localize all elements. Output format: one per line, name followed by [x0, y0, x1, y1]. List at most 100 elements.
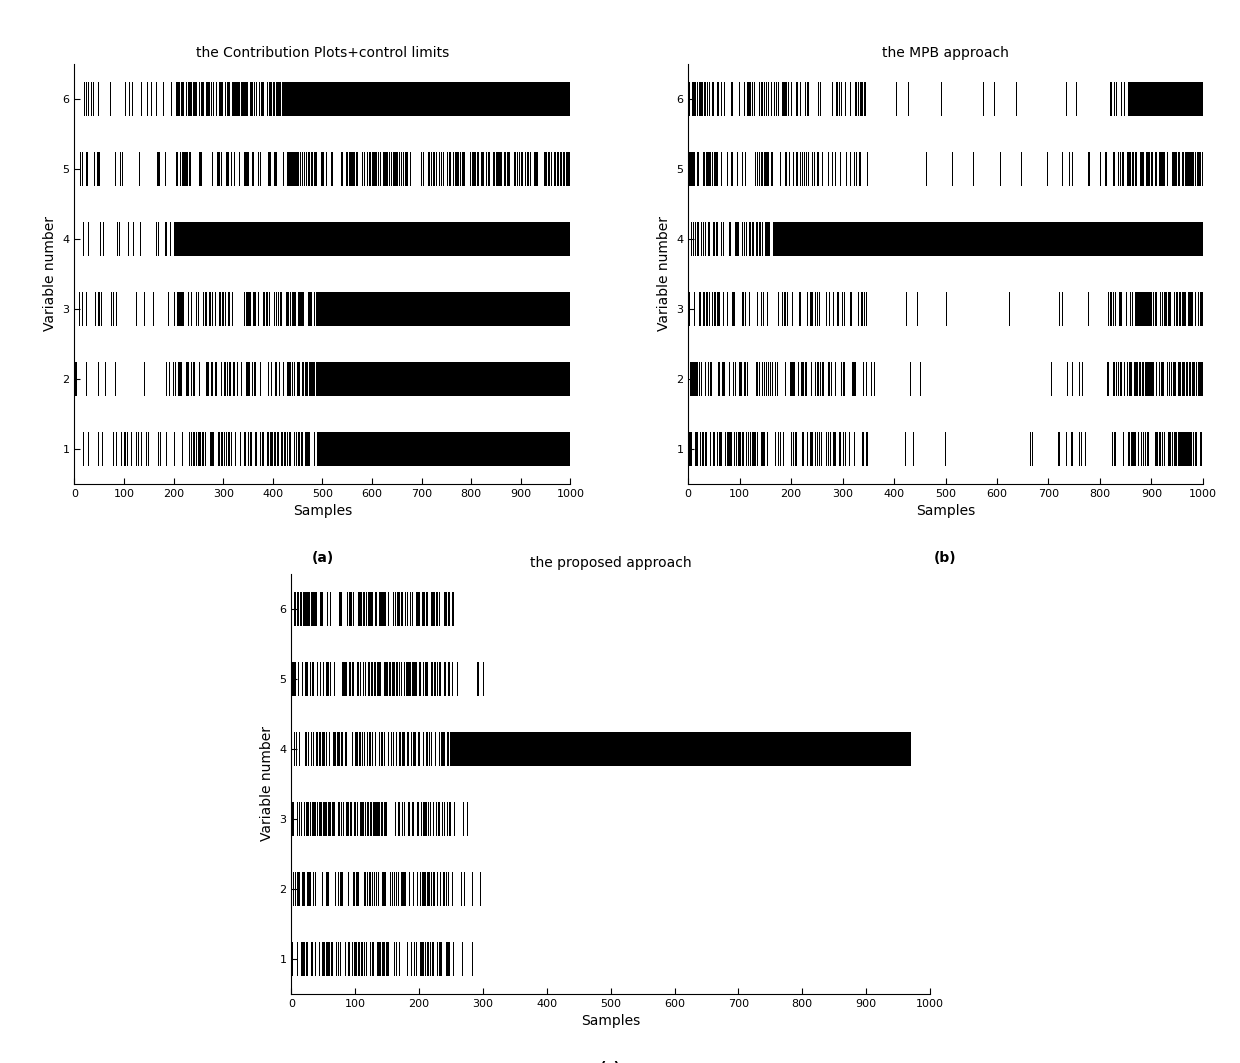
- Bar: [367, 872, 368, 906]
- Bar: [1182, 361, 1185, 395]
- Bar: [159, 152, 160, 186]
- Bar: [165, 221, 166, 256]
- Bar: [1173, 361, 1176, 395]
- Bar: [367, 152, 368, 186]
- Bar: [372, 872, 373, 906]
- Bar: [280, 291, 283, 326]
- Bar: [1159, 152, 1162, 186]
- Bar: [413, 731, 415, 766]
- Bar: [242, 82, 244, 116]
- Bar: [693, 82, 694, 116]
- Bar: [227, 82, 229, 116]
- Bar: [422, 802, 423, 837]
- Bar: [701, 82, 703, 116]
- Bar: [438, 802, 439, 837]
- Bar: [792, 432, 794, 466]
- Bar: [248, 432, 249, 466]
- Bar: [322, 942, 325, 976]
- Bar: [699, 432, 701, 466]
- Bar: [250, 82, 253, 116]
- Bar: [454, 802, 455, 837]
- Bar: [1158, 361, 1161, 395]
- Bar: [305, 361, 306, 395]
- Bar: [355, 731, 358, 766]
- Bar: [246, 82, 248, 116]
- Bar: [1178, 432, 1179, 466]
- Bar: [288, 82, 570, 116]
- Bar: [754, 432, 756, 466]
- Bar: [378, 802, 379, 837]
- Bar: [382, 592, 384, 626]
- Bar: [396, 662, 398, 696]
- Bar: [745, 291, 746, 326]
- Title: the Contribution Plots+control limits: the Contribution Plots+control limits: [196, 46, 449, 60]
- Bar: [309, 361, 315, 395]
- Bar: [414, 942, 415, 976]
- Bar: [525, 152, 526, 186]
- Bar: [1162, 152, 1164, 186]
- Bar: [394, 662, 396, 696]
- Bar: [281, 82, 285, 116]
- Bar: [289, 432, 290, 466]
- Bar: [418, 731, 420, 766]
- Bar: [817, 361, 818, 395]
- Bar: [393, 731, 394, 766]
- Bar: [1168, 291, 1169, 326]
- Bar: [1187, 432, 1188, 466]
- Bar: [423, 731, 424, 766]
- Bar: [449, 662, 450, 696]
- Bar: [764, 152, 768, 186]
- Bar: [738, 432, 739, 466]
- Bar: [377, 662, 382, 696]
- Bar: [1174, 432, 1177, 466]
- Bar: [430, 802, 432, 837]
- Bar: [854, 82, 857, 116]
- Bar: [410, 662, 412, 696]
- Bar: [367, 731, 368, 766]
- Bar: [1172, 432, 1173, 466]
- Bar: [331, 942, 332, 976]
- Bar: [568, 152, 569, 186]
- Bar: [432, 662, 433, 696]
- Bar: [732, 82, 733, 116]
- Bar: [717, 291, 718, 326]
- Bar: [1168, 432, 1172, 466]
- Bar: [1148, 361, 1149, 395]
- Bar: [386, 802, 387, 837]
- Bar: [729, 221, 732, 256]
- Bar: [332, 802, 335, 837]
- Bar: [423, 872, 424, 906]
- Text: (a): (a): [311, 551, 334, 564]
- Bar: [439, 731, 440, 766]
- Bar: [370, 802, 372, 837]
- Bar: [362, 152, 363, 186]
- Bar: [186, 152, 188, 186]
- Bar: [401, 662, 402, 696]
- Bar: [425, 731, 427, 766]
- Bar: [226, 152, 228, 186]
- Bar: [300, 592, 301, 626]
- Bar: [455, 152, 456, 186]
- Bar: [156, 221, 157, 256]
- Bar: [497, 152, 500, 186]
- Bar: [293, 802, 294, 837]
- Bar: [124, 432, 126, 466]
- Bar: [727, 291, 728, 326]
- Y-axis label: Variable number: Variable number: [260, 726, 274, 842]
- Bar: [374, 731, 376, 766]
- Bar: [746, 82, 750, 116]
- Bar: [314, 872, 315, 906]
- Bar: [1171, 361, 1173, 395]
- Bar: [382, 942, 384, 976]
- Bar: [341, 731, 343, 766]
- Bar: [744, 361, 746, 395]
- Bar: [296, 361, 300, 395]
- Bar: [250, 432, 253, 466]
- Bar: [219, 291, 221, 326]
- Bar: [712, 82, 714, 116]
- Bar: [1142, 152, 1145, 186]
- Bar: [719, 432, 720, 466]
- Bar: [352, 731, 353, 766]
- Bar: [1135, 291, 1140, 326]
- Bar: [397, 592, 401, 626]
